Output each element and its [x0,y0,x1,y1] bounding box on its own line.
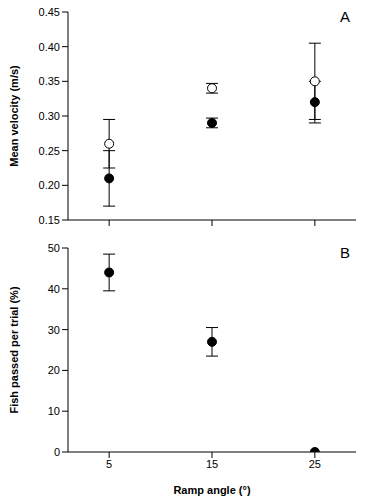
svg-text:0.25: 0.25 [39,145,60,157]
svg-text:15: 15 [206,458,218,470]
svg-text:20: 20 [48,364,60,376]
svg-text:0.15: 0.15 [39,214,60,226]
svg-text:50: 50 [48,242,60,254]
svg-text:25: 25 [309,458,321,470]
svg-text:0.30: 0.30 [39,110,60,122]
svg-text:Ramp angle (°): Ramp angle (°) [173,484,250,496]
svg-text:5: 5 [106,458,112,470]
svg-text:Mean velocity (m/s): Mean velocity (m/s) [8,65,20,167]
svg-text:0.45: 0.45 [39,6,60,18]
svg-text:Fish passed per trial (%): Fish passed per trial (%) [8,286,20,413]
svg-text:0.20: 0.20 [39,179,60,191]
svg-text:40: 40 [48,283,60,295]
html-text:B: B [340,244,350,261]
svg-text:0.35: 0.35 [39,75,60,87]
svg-text:0: 0 [54,446,60,458]
svg-text:30: 30 [48,324,60,336]
html-text:A: A [340,8,350,25]
svg-text:0.40: 0.40 [39,41,60,53]
svg-text:10: 10 [48,405,60,417]
